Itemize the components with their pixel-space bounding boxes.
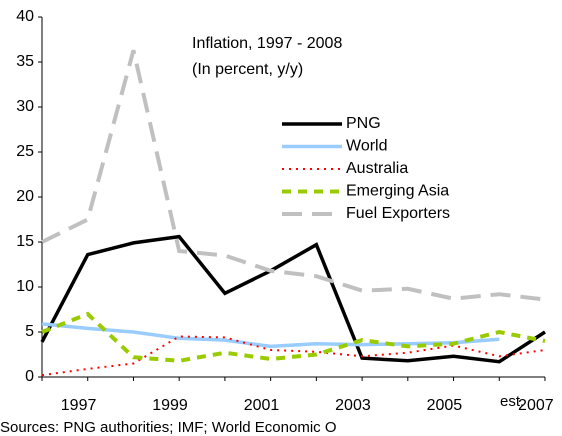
y-tick-label: 5	[25, 323, 34, 340]
annotation: est.	[500, 393, 524, 410]
legend-label: Emerging Asia	[346, 183, 449, 200]
source-note: Sources: PNG authorities; IMF; World Eco…	[0, 419, 337, 436]
y-tick-label: 35	[16, 53, 34, 70]
y-tick-label: 20	[16, 188, 34, 205]
legend-label: World	[346, 138, 388, 155]
y-tick-label: 25	[16, 143, 34, 160]
legend-label: Fuel Exporters	[346, 205, 450, 222]
legend-label: Australia	[346, 160, 408, 177]
line-series	[41, 311, 546, 363]
y-tick-label: 15	[16, 233, 34, 250]
y-tick-label: 10	[16, 278, 34, 295]
line-series	[41, 335, 546, 377]
x-tick-label: 2007	[518, 397, 554, 414]
x-tick-label: 2003	[335, 397, 371, 414]
chart-subtitle: (In percent, y/y)	[192, 61, 303, 78]
line-series	[41, 49, 546, 302]
y-tick-label: 0	[25, 368, 34, 385]
y-tick-label: 30	[16, 98, 34, 115]
x-tick-label: 1997	[61, 397, 97, 414]
x-tick-label: 1999	[152, 397, 188, 414]
line-series	[41, 322, 500, 349]
y-tick-label: 40	[16, 8, 34, 25]
chart-title: Inflation, 1997 - 2008	[192, 35, 342, 52]
x-tick-label: 2001	[244, 397, 280, 414]
x-tick-label: 2005	[427, 397, 463, 414]
line-series	[40, 234, 546, 364]
legend-label: PNG	[346, 115, 381, 132]
